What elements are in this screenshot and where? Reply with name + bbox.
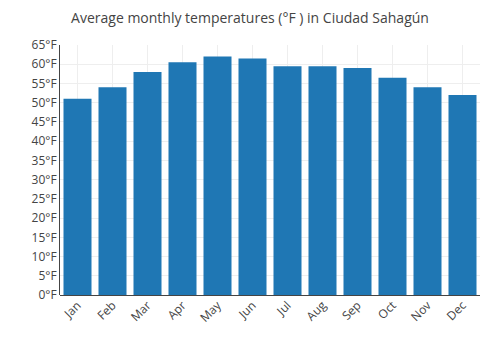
svg-text:15°F: 15°F — [32, 229, 57, 246]
svg-text:Sep: Sep — [338, 297, 365, 324]
svg-text:50°F: 50°F — [32, 94, 57, 111]
svg-text:25°F: 25°F — [32, 190, 57, 207]
svg-text:Apr: Apr — [164, 297, 190, 323]
svg-text:45°F: 45°F — [32, 113, 57, 130]
svg-text:Aug: Aug — [302, 297, 330, 325]
svg-text:5°F: 5°F — [38, 267, 56, 284]
svg-text:Jul: Jul — [272, 297, 294, 319]
svg-text:Oct: Oct — [374, 297, 400, 323]
svg-text:May: May — [196, 296, 225, 325]
svg-text:Jan: Jan — [60, 297, 85, 322]
svg-text:65°F: 65°F — [32, 36, 57, 53]
svg-text:0°F: 0°F — [38, 286, 56, 303]
svg-text:10°F: 10°F — [32, 248, 57, 265]
svg-text:Nov: Nov — [407, 297, 435, 325]
svg-text:Feb: Feb — [93, 297, 119, 323]
svg-text:30°F: 30°F — [32, 171, 57, 188]
svg-text:Jun: Jun — [234, 297, 259, 322]
svg-text:20°F: 20°F — [32, 209, 57, 226]
svg-text:60°F: 60°F — [32, 55, 57, 72]
svg-text:35°F: 35°F — [32, 152, 57, 169]
svg-text:Average monthly temperatures (: Average monthly temperatures (°F ) in Ci… — [71, 8, 429, 27]
svg-text:Mar: Mar — [127, 297, 155, 325]
svg-text:40°F: 40°F — [32, 132, 57, 149]
svg-text:Dec: Dec — [443, 297, 470, 324]
svg-text:55°F: 55°F — [32, 75, 57, 92]
